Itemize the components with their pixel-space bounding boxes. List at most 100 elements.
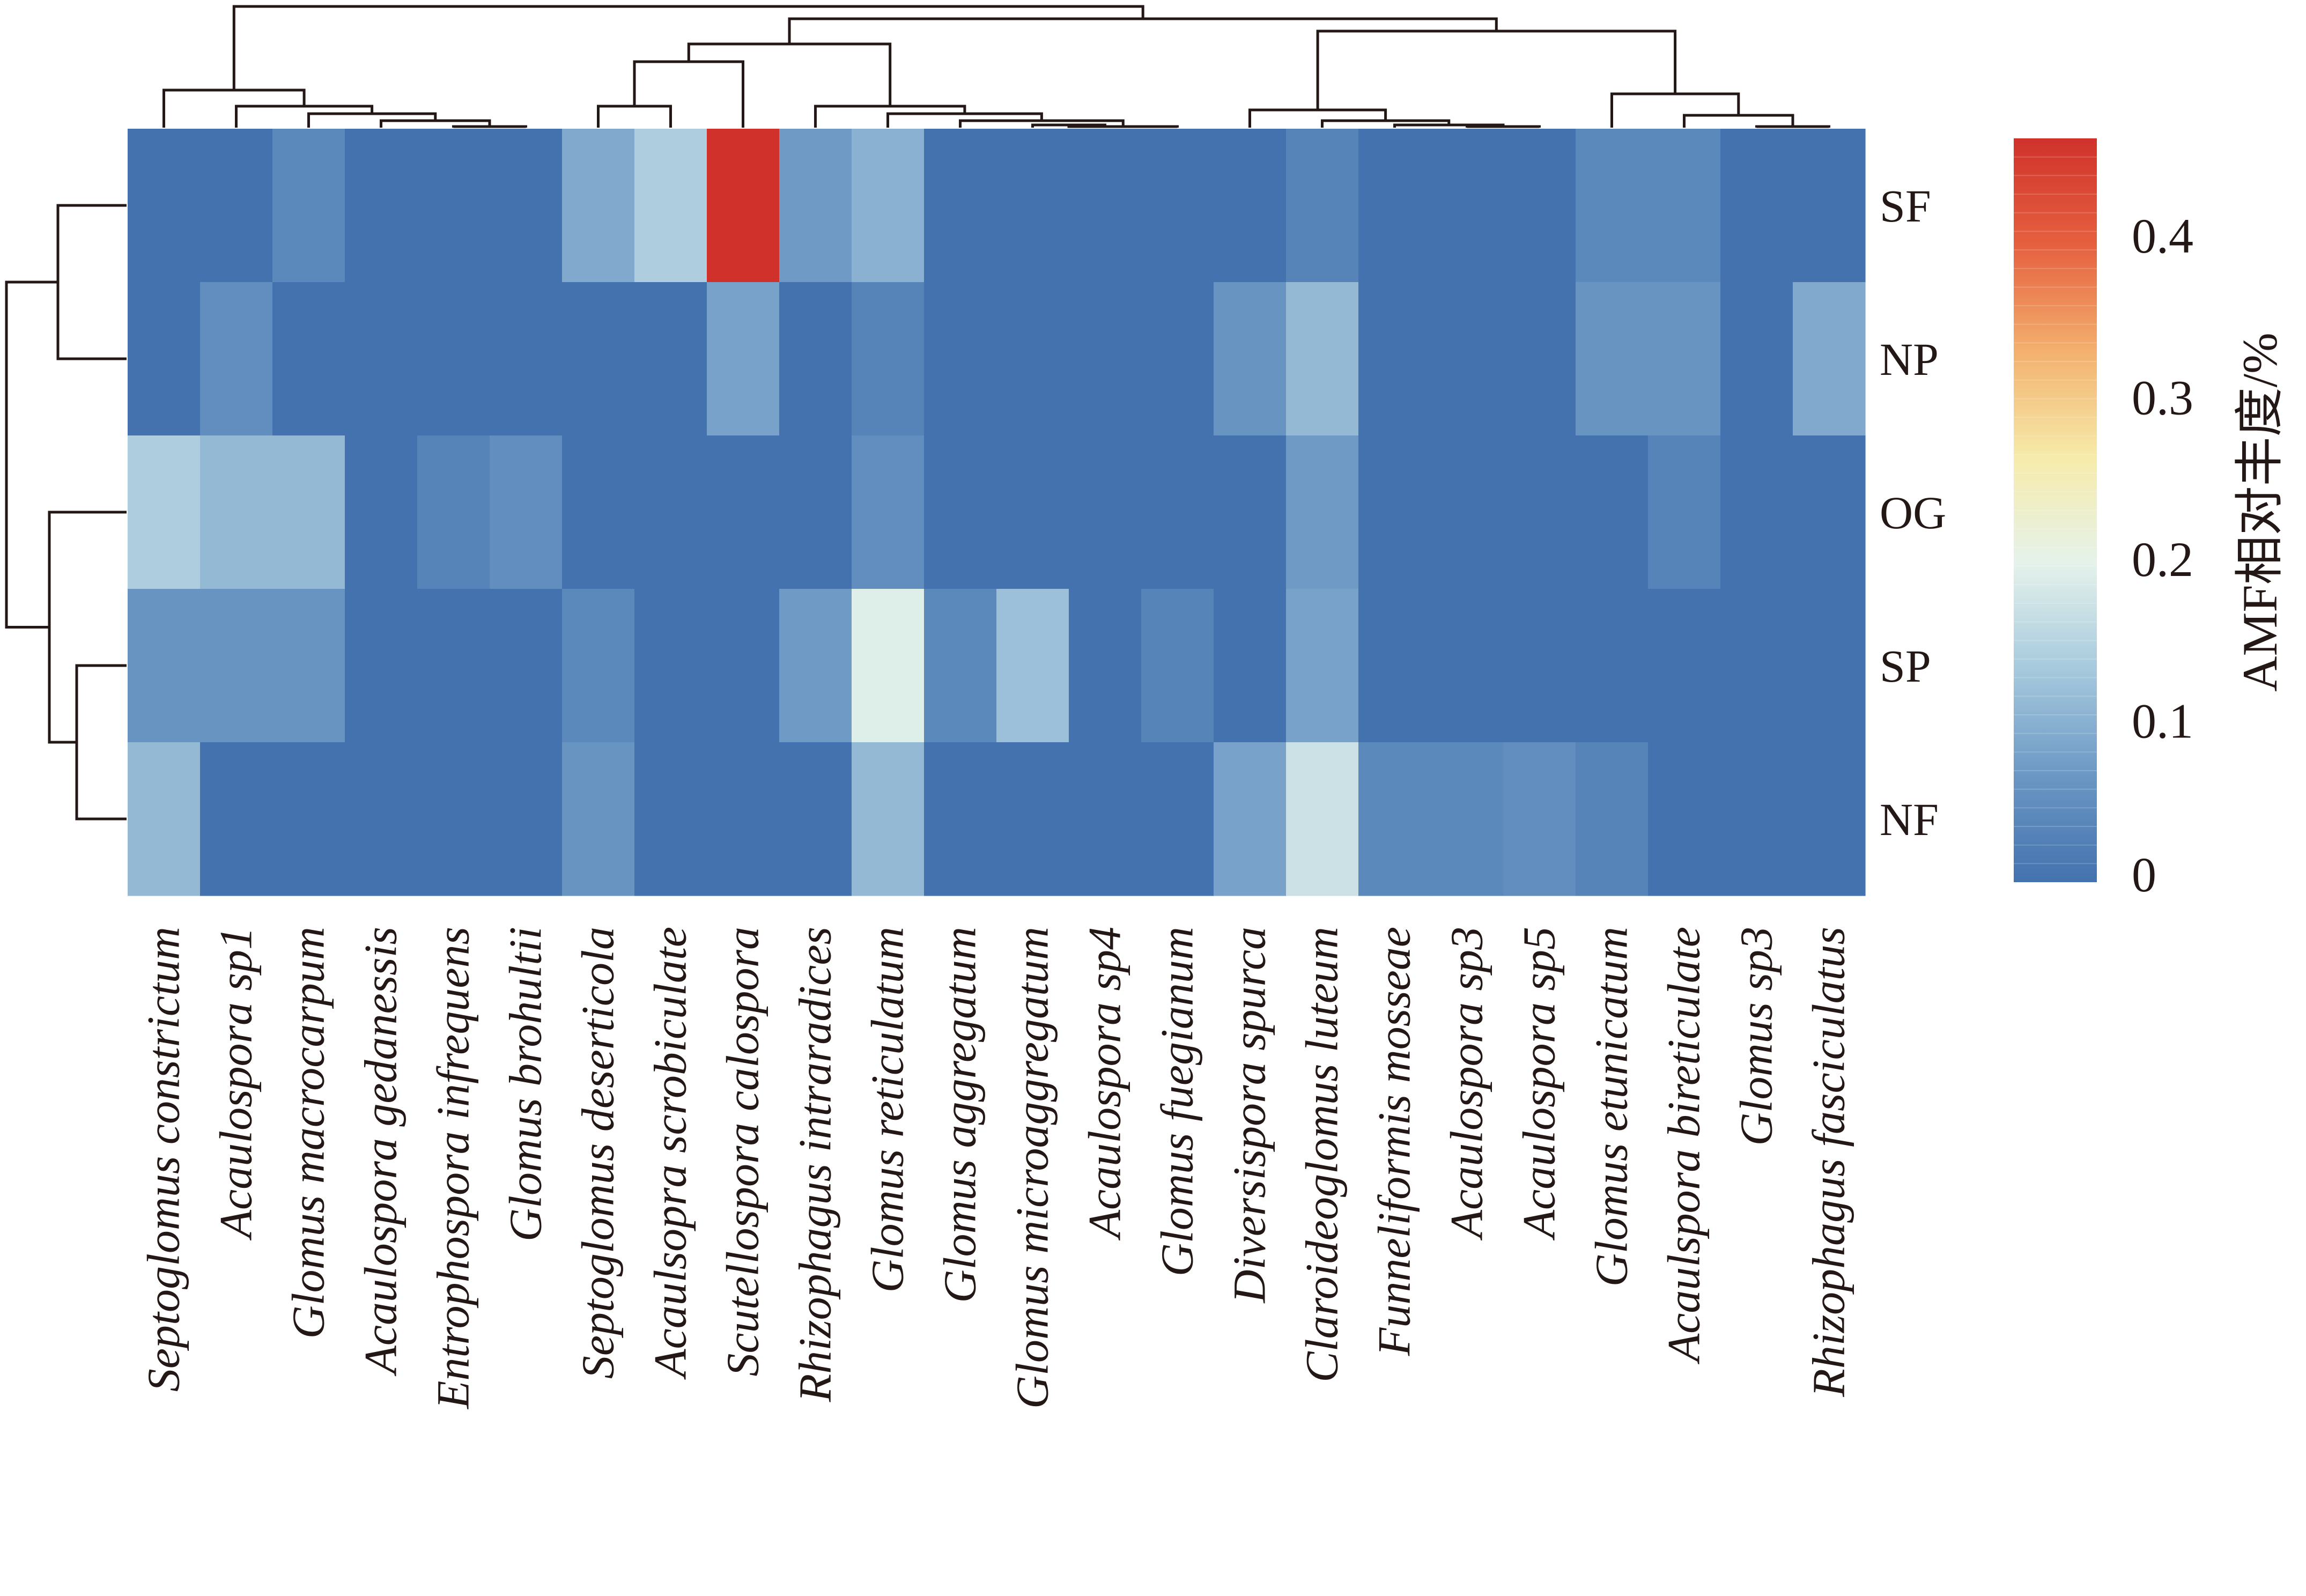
column-label: Glomus brohultii [500, 927, 551, 1242]
colorbar-ticks: 0 0.1 0.2 0.3 0.4 [2132, 209, 2193, 902]
row-label: NP [1880, 334, 1939, 385]
column-label: Scutellospora calospora [717, 927, 768, 1376]
heatmap-cell [852, 129, 925, 283]
heatmap-cell [128, 435, 201, 589]
heatmap-cell [779, 435, 852, 589]
heatmap-cell [1576, 282, 1649, 436]
dendrogram-branch [1316, 29, 1677, 110]
heatmap-cell [1069, 282, 1142, 436]
heatmap-cell [1214, 742, 1287, 896]
heatmap-cell [1793, 435, 1866, 589]
heatmap-cell [1141, 435, 1214, 589]
column-label: Glomus sp3 [1731, 927, 1782, 1146]
column-label: Rhizophagus intraradices [789, 927, 841, 1402]
dendrogram-branch [56, 204, 127, 360]
heatmap-cell [128, 129, 201, 283]
column-label: Entrophospora infrequens [427, 927, 479, 1410]
heatmap-cell [562, 742, 635, 896]
heatmap-cell [1720, 589, 1793, 743]
heatmap-cell [1648, 435, 1721, 589]
heatmap-cell [272, 742, 345, 896]
heatmap-cell [1648, 589, 1721, 743]
heatmap-cell [1720, 435, 1793, 589]
heatmap-cell [852, 589, 925, 743]
row-labels: SF NP OG SP NF [1880, 180, 1946, 845]
heatmap-cell [1358, 129, 1431, 283]
colorbar-gradient [2014, 138, 2097, 882]
dendrogram-branch [633, 60, 744, 128]
heatmap-cell [924, 282, 997, 436]
heatmap-cell [1069, 589, 1142, 743]
column-label: Acaulospora sp5 [1513, 927, 1565, 1241]
heatmap-cell [345, 435, 418, 589]
heatmap-cell [924, 589, 997, 743]
heatmap-cell [1069, 742, 1142, 896]
column-label: Glomus aggregatum [934, 927, 986, 1303]
heatmap-cell [1069, 129, 1142, 283]
heatmap-cell [562, 435, 635, 589]
heatmap-cell [562, 282, 635, 436]
heatmap-cell [707, 282, 780, 436]
heatmap-cell [1214, 282, 1287, 436]
colorbar-tick-label: 0.2 [2132, 532, 2193, 587]
heatmap-cell [707, 589, 780, 743]
heatmap-cell [1358, 589, 1431, 743]
heatmap-cell [1793, 282, 1866, 436]
dendrogram-branch [814, 105, 966, 128]
column-label: Glomus microaggregatum [1007, 927, 1058, 1409]
heatmap-cell [634, 435, 707, 589]
heatmap-cell [417, 742, 490, 896]
heatmap-cell [1069, 435, 1142, 589]
heatmap-cell [1720, 282, 1793, 436]
heatmap-cell [345, 282, 418, 436]
heatmap-cell [490, 589, 563, 743]
heatmap-cell [1576, 435, 1649, 589]
heatmap-cell [1286, 589, 1359, 743]
heatmap-cell [1431, 129, 1504, 283]
heatmap-cell [1286, 129, 1359, 283]
heatmap-cell [1503, 129, 1576, 283]
heatmap-cell [417, 435, 490, 589]
row-label: SF [1880, 180, 1931, 232]
heatmap-cell [1431, 282, 1504, 436]
heatmap-cell [1358, 282, 1431, 436]
heatmap-cell [1503, 435, 1576, 589]
heatmap-cell [707, 129, 780, 283]
column-label: Septoglomus deserticola [572, 927, 624, 1379]
column-label: Acaulospora gedanessis [355, 927, 406, 1377]
heatmap-cell [707, 435, 780, 589]
heatmap-cell [996, 742, 1069, 896]
column-label: Claroideoglomus luteum [1296, 927, 1348, 1383]
colorbar-tick-label: 0 [2132, 847, 2156, 902]
dendrogram-branch [232, 5, 1144, 90]
heatmap-cell [1503, 589, 1576, 743]
heatmap-cell [1793, 742, 1866, 896]
row-label: OG [1880, 487, 1946, 538]
heatmap-cell [1141, 282, 1214, 436]
heatmap-cell [1214, 129, 1287, 283]
heatmap-cell [1576, 129, 1649, 283]
column-label: Septoglomus constrictum [138, 927, 189, 1392]
heatmap-cell [1214, 589, 1287, 743]
colorbar-tick-label: 0.4 [2132, 209, 2193, 263]
heatmap-cell [996, 435, 1069, 589]
dendrogram-branch [597, 105, 672, 128]
heatmap-cell [707, 742, 780, 896]
heatmap-cell [634, 282, 707, 436]
row-label: NF [1880, 794, 1939, 845]
dendrogram-branch [1466, 125, 1541, 128]
dendrogram-branch [452, 125, 527, 128]
dendrogram-branch [1755, 125, 1830, 128]
heatmap-cell [1648, 282, 1721, 436]
heatmap-cell [200, 742, 273, 896]
heatmap-cell [128, 742, 201, 896]
dendrogram-branch [5, 280, 58, 629]
dendrogram-branch [235, 105, 374, 128]
heatmap-cell [634, 742, 707, 896]
heatmap-cell [1648, 742, 1721, 896]
heatmap-cell [1214, 435, 1287, 589]
heatmap-cell [562, 589, 635, 743]
heatmap-cell [924, 742, 997, 896]
heatmap-cell [490, 435, 563, 589]
heatmap-cell [1793, 129, 1866, 283]
